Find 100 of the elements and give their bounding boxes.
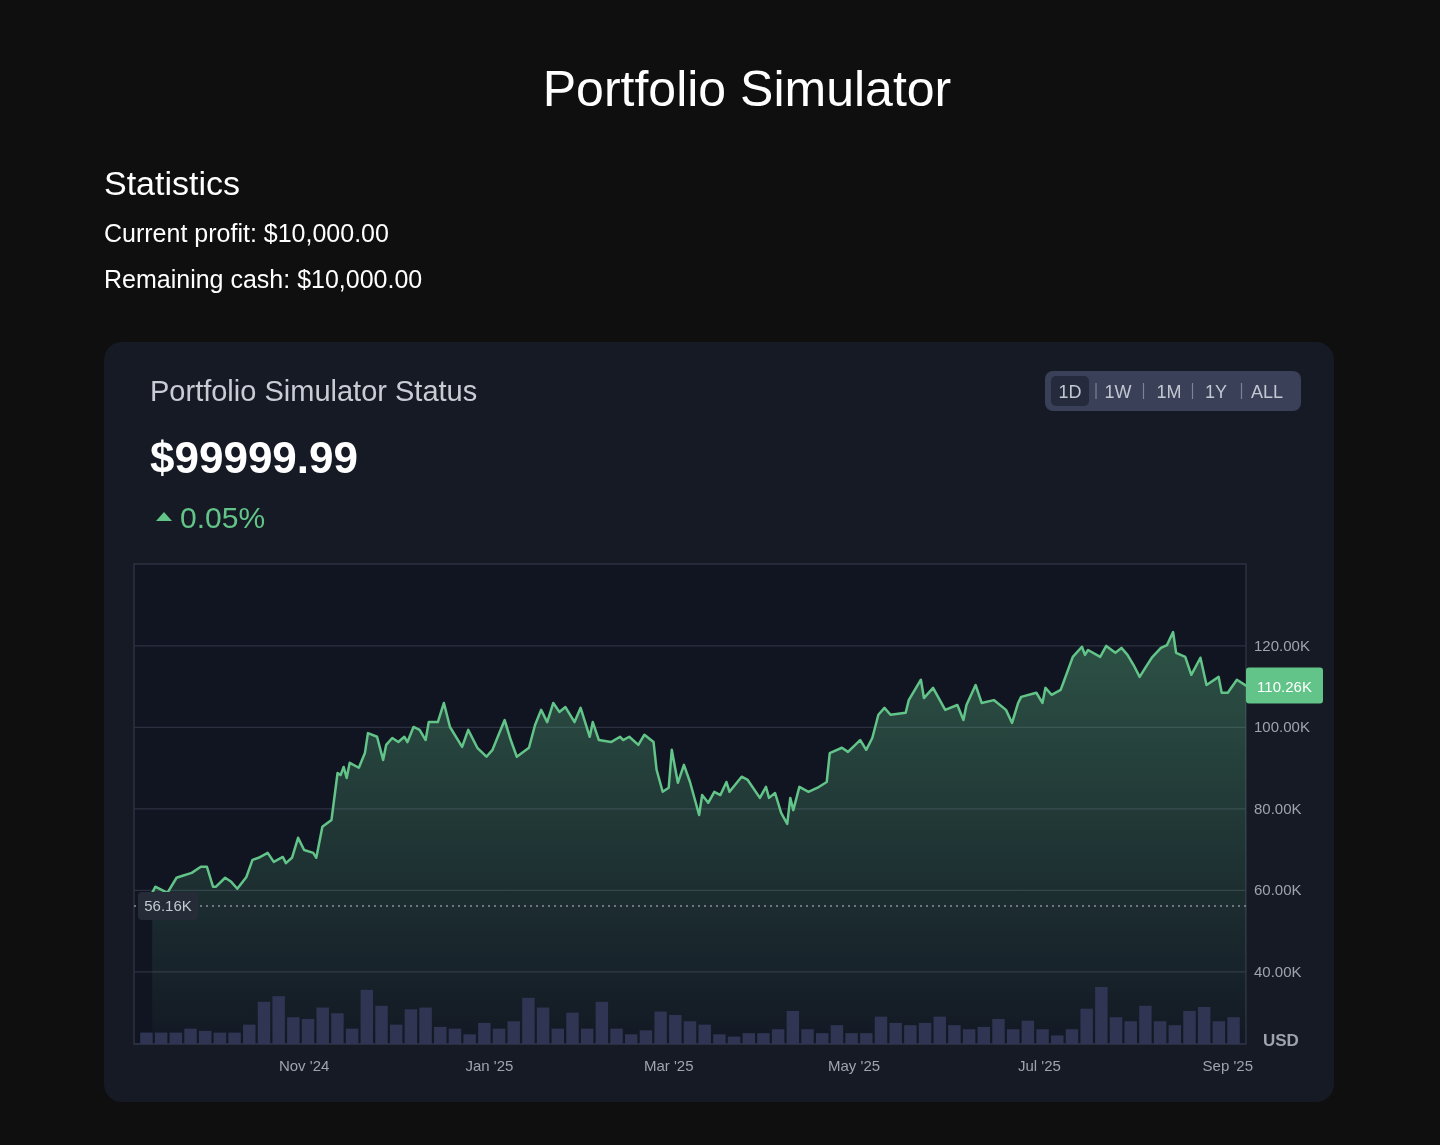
bar bbox=[272, 996, 285, 1044]
bar bbox=[198, 1030, 212, 1044]
bar bbox=[610, 1028, 623, 1044]
x-tick-label: Mar '25 bbox=[643, 1057, 694, 1074]
chart-subtitle: $99999.99 bbox=[150, 433, 358, 482]
x-tick-label: Jul '25 bbox=[1017, 1057, 1061, 1074]
bar bbox=[801, 1029, 814, 1044]
bar bbox=[713, 1034, 726, 1044]
text: 1D bbox=[1058, 382, 1082, 402]
y-tick-label: 80.00K bbox=[1254, 799, 1302, 817]
bar bbox=[522, 997, 535, 1044]
bar bbox=[1227, 1017, 1240, 1044]
bar bbox=[1124, 1021, 1137, 1044]
bar bbox=[478, 1022, 491, 1044]
bar bbox=[977, 1026, 991, 1044]
bar bbox=[698, 1024, 711, 1044]
bar bbox=[918, 1022, 932, 1044]
bar bbox=[1139, 1005, 1152, 1044]
bar bbox=[771, 1029, 785, 1044]
bar bbox=[448, 1028, 462, 1044]
bar bbox=[845, 1033, 858, 1044]
text: 1M bbox=[1156, 382, 1182, 402]
bar bbox=[683, 1021, 697, 1044]
bar bbox=[404, 1009, 418, 1044]
bar bbox=[154, 1032, 168, 1044]
bar bbox=[1021, 1020, 1035, 1044]
x-tick-label: Jan '25 bbox=[465, 1057, 514, 1074]
bar bbox=[742, 1033, 756, 1044]
text: 1W bbox=[1104, 382, 1132, 402]
bar bbox=[904, 1025, 917, 1044]
bar bbox=[757, 1033, 770, 1044]
bar bbox=[169, 1032, 183, 1044]
bar bbox=[874, 1016, 888, 1044]
text: 0.05% bbox=[180, 501, 266, 534]
bar bbox=[830, 1025, 844, 1044]
y-tick-label: 120.00K bbox=[1254, 636, 1310, 654]
text: Statistics bbox=[104, 164, 241, 202]
x-tick-label: Nov '24 bbox=[278, 1057, 330, 1074]
bar bbox=[948, 1025, 961, 1044]
bar bbox=[551, 1028, 565, 1044]
bar bbox=[1212, 1021, 1226, 1044]
text: Portfolio Simulator bbox=[542, 61, 952, 117]
annotation: 110.26K bbox=[1257, 677, 1312, 695]
bar bbox=[257, 1001, 271, 1044]
bar bbox=[727, 1036, 741, 1044]
bar bbox=[933, 1016, 946, 1044]
y-axis-title: USD bbox=[1263, 1031, 1299, 1050]
y-tick-label: 40.00K bbox=[1254, 962, 1302, 980]
bar bbox=[580, 1028, 594, 1044]
bar bbox=[536, 1007, 550, 1044]
x-tick-label: Sep '25 bbox=[1202, 1057, 1253, 1074]
bar bbox=[624, 1034, 638, 1044]
bar bbox=[419, 1007, 432, 1044]
bar bbox=[1183, 1010, 1196, 1044]
bar bbox=[507, 1021, 520, 1044]
bar bbox=[140, 1032, 153, 1044]
bar bbox=[287, 1017, 300, 1044]
bar bbox=[345, 1028, 359, 1044]
y-tick-label: 60.00K bbox=[1254, 881, 1302, 899]
bar bbox=[566, 1012, 579, 1044]
bar bbox=[228, 1032, 241, 1044]
chart-title: Portfolio Simulator Status bbox=[150, 375, 478, 407]
bar bbox=[1168, 1025, 1182, 1044]
bar bbox=[375, 1005, 388, 1044]
text: 1Y bbox=[1204, 382, 1228, 402]
bar bbox=[360, 989, 374, 1044]
bar bbox=[1006, 1029, 1020, 1044]
bar bbox=[1051, 1035, 1064, 1044]
x-tick-label: May '25 bbox=[828, 1057, 881, 1074]
bar bbox=[1095, 987, 1108, 1044]
bar bbox=[595, 1001, 609, 1044]
bar bbox=[184, 1028, 197, 1044]
bar bbox=[1197, 1006, 1211, 1044]
bar bbox=[389, 1024, 403, 1044]
bar bbox=[1109, 1017, 1123, 1044]
y-tick-label: 100.00K bbox=[1254, 718, 1310, 736]
bar bbox=[639, 1030, 653, 1044]
bar bbox=[492, 1028, 506, 1044]
bar bbox=[213, 1032, 227, 1044]
bar bbox=[434, 1026, 447, 1044]
text: ALL bbox=[1250, 382, 1284, 402]
bar bbox=[301, 1018, 315, 1044]
bar bbox=[860, 1033, 873, 1044]
bar bbox=[1080, 1008, 1093, 1044]
bar bbox=[463, 1034, 476, 1044]
bar bbox=[889, 1022, 902, 1044]
bar bbox=[962, 1029, 976, 1044]
bar bbox=[1065, 1029, 1079, 1044]
bar bbox=[1153, 1021, 1167, 1044]
text: Remaining cash: $10,000.00 bbox=[104, 265, 423, 293]
text: Current profit: $10,000.00 bbox=[104, 219, 389, 247]
bar bbox=[654, 1011, 667, 1044]
bar bbox=[815, 1033, 829, 1044]
bar bbox=[992, 1018, 1005, 1044]
bar bbox=[243, 1024, 256, 1044]
bar bbox=[669, 1014, 682, 1044]
bar bbox=[786, 1010, 800, 1044]
bar bbox=[316, 1007, 329, 1044]
bar bbox=[1036, 1029, 1049, 1044]
bar bbox=[331, 1013, 344, 1044]
